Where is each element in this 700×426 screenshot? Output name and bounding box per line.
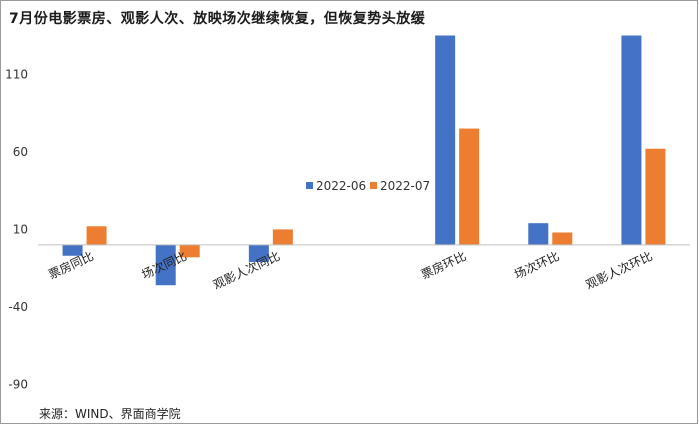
- legend-swatch-1: [370, 182, 377, 189]
- legend-label-0: 2022-06: [316, 179, 366, 193]
- bar-s0-c4: [435, 35, 456, 245]
- category-label-6: 观影人次环比: [584, 249, 655, 292]
- category-labels: 票房同比 场次同比 观影人次同比 票房环比 场次环比 观影人次环比: [46, 248, 655, 292]
- category-label-2: 观影人次同比: [211, 249, 282, 292]
- y-tick-label-2: 10: [13, 222, 28, 236]
- bar-s1-c2: [272, 229, 293, 245]
- bar-s0-c6: [621, 35, 642, 245]
- y-tick-label-0: 110: [5, 67, 28, 81]
- bar-s1-c6: [645, 148, 666, 245]
- source-note: 来源：WIND、界面商学院: [39, 407, 181, 421]
- chart-title: 7月份电影票房、观影人次、放映场次继续恢复，但恢复势头放缓: [9, 11, 426, 27]
- bar-s1-c4: [459, 128, 480, 245]
- bar-s1-c5: [552, 232, 573, 245]
- y-tick-label-3: -40: [8, 300, 28, 314]
- bar-s0-c2: [248, 244, 269, 262]
- y-tick-label-4: -90: [8, 377, 28, 391]
- bar-s0-c0: [62, 244, 83, 256]
- category-label-5: 场次环比: [512, 249, 561, 282]
- bars: [62, 35, 666, 286]
- category-label-4: 票房环比: [419, 248, 469, 282]
- bar-s1-c1: [179, 244, 200, 258]
- y-axis-ticks: 110 60 10 -40 -90: [5, 67, 28, 391]
- bar-s0-c1: [155, 244, 176, 286]
- legend-label-1: 2022-07: [380, 179, 430, 193]
- legend-swatch-0: [306, 182, 313, 189]
- legend: 2022-06 2022-07: [306, 179, 430, 193]
- y-tick-label-1: 60: [13, 145, 28, 159]
- bar-s0-c5: [528, 223, 549, 245]
- bar-s1-c0: [86, 226, 107, 245]
